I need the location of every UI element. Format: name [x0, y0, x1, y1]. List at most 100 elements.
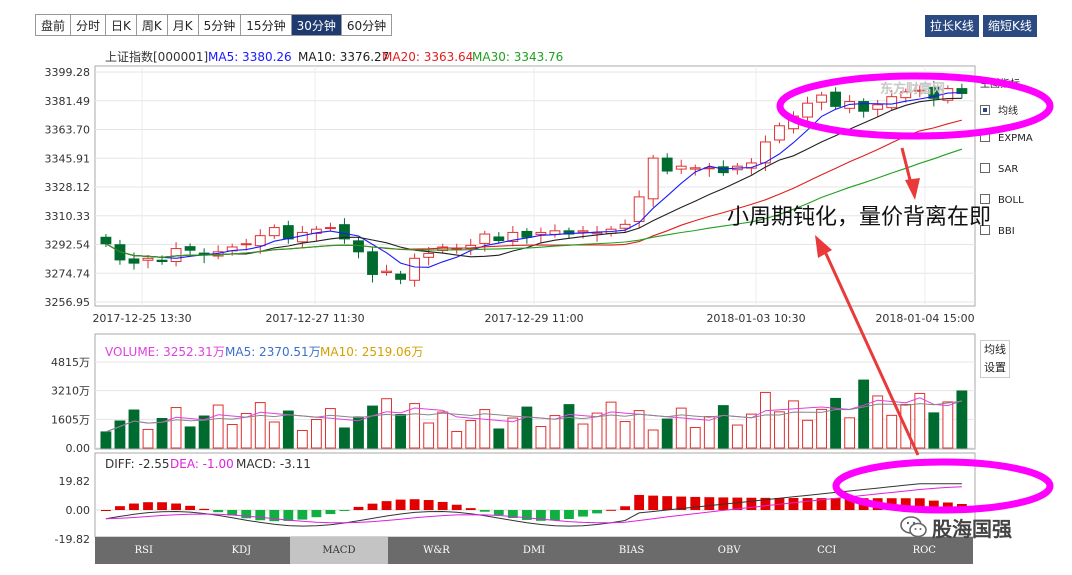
- time-tick-label: 2017-12-27 11:30: [265, 312, 364, 325]
- volume-bar: [184, 426, 196, 449]
- macd-bar: [942, 502, 953, 510]
- volume-settings-button[interactable]: 均线 设置: [980, 340, 1010, 378]
- period-tab[interactable]: 60分钟: [340, 14, 393, 36]
- macd-bar: [620, 506, 631, 510]
- volume-bar: [774, 411, 785, 449]
- macd-bar: [928, 500, 939, 510]
- candle-body: [647, 157, 659, 200]
- period-tab-bar: 盘前 分时 日K 周K 月K 5分钟 15分钟 30分钟 60分钟: [35, 14, 393, 36]
- checkbox-icon[interactable]: [980, 105, 990, 115]
- volume-bar: [212, 404, 224, 449]
- candle-body: [339, 224, 350, 240]
- period-tab[interactable]: 5分钟: [197, 14, 241, 36]
- macd-bar: [676, 496, 687, 510]
- candle-body: [254, 235, 266, 247]
- volume-bar: [633, 410, 645, 449]
- candle-body: [914, 89, 926, 92]
- ma30-legend: MA30: 3343.76: [472, 50, 564, 64]
- ma20-legend: MA20: 3363.64: [382, 50, 474, 64]
- volume-bar: [128, 409, 140, 449]
- indicator-tab[interactable]: KDJ: [231, 545, 252, 556]
- macd-bar: [269, 510, 280, 522]
- macd-bar: [157, 502, 167, 510]
- candle-body: [521, 230, 533, 238]
- volume-bar: [830, 397, 842, 449]
- indicator-tab[interactable]: DMI: [522, 545, 546, 556]
- candle-body: [956, 88, 968, 94]
- candle-body: [128, 258, 140, 264]
- candle-body: [479, 233, 491, 244]
- macd-bar: [507, 510, 518, 518]
- volume-bar: [816, 408, 827, 449]
- indicator-tab[interactable]: ROC: [912, 545, 936, 556]
- annotation-arrow-head: [905, 178, 920, 200]
- macd-bar: [900, 498, 911, 510]
- indicator-tab[interactable]: MACD: [290, 537, 388, 564]
- period-tab[interactable]: 分时: [70, 14, 106, 36]
- period-tab[interactable]: 周K: [135, 14, 167, 36]
- volume-bar: [240, 413, 252, 449]
- candle-body: [170, 248, 182, 263]
- candle-body: [830, 91, 842, 107]
- macd-tick-label: -19.82: [55, 533, 90, 546]
- annotation-text: 小周期钝化，量价背离在即: [727, 205, 992, 230]
- checkbox-icon[interactable]: [980, 163, 990, 173]
- volume-bar: [591, 412, 603, 449]
- shorten-kline-button[interactable]: 缩短K线: [983, 15, 1037, 37]
- period-tab[interactable]: 日K: [105, 14, 136, 36]
- volume-bar: [577, 423, 589, 449]
- macd-bar: [381, 501, 392, 510]
- volume-bar: [563, 404, 575, 449]
- ma30-line: [105, 148, 963, 258]
- volume-bar: [928, 412, 940, 449]
- candle-body: [675, 165, 687, 170]
- dea-line: [105, 486, 962, 524]
- volume-bar: [844, 417, 856, 449]
- main-indicator-option[interactable]: BBI: [980, 225, 1015, 237]
- diff-label: DIFF: -2.55: [105, 457, 170, 471]
- main-indicator-option[interactable]: BOLL: [980, 194, 1024, 206]
- macd-bar: [115, 506, 125, 510]
- time-tick-label: 2018-01-03 10:30: [706, 312, 805, 325]
- candle-body: [423, 252, 435, 258]
- macd-bar: [325, 510, 336, 515]
- volume-panel-frame: [94, 333, 976, 450]
- macd-bar: [704, 497, 715, 510]
- volume-bar: [381, 398, 392, 449]
- indicator-tab[interactable]: W&R: [423, 545, 450, 556]
- ma5-line: [105, 91, 962, 268]
- candle-body: [563, 230, 575, 235]
- candle-body: [240, 243, 252, 246]
- indicator-tab[interactable]: RSI: [134, 545, 153, 556]
- candle-body: [367, 251, 378, 275]
- period-tab[interactable]: 30分钟: [290, 14, 341, 36]
- macd-bar: [143, 502, 153, 510]
- volume-bar: [802, 419, 813, 449]
- macd-bar: [578, 510, 588, 517]
- volume-bar: [254, 402, 266, 449]
- volume-bar: [296, 429, 308, 449]
- macd-bar: [732, 497, 743, 510]
- main-indicator-option[interactable]: SAR: [980, 163, 1018, 175]
- checkbox-icon[interactable]: [980, 194, 990, 204]
- indicator-tab[interactable]: BIAS: [618, 545, 645, 556]
- candle-body: [409, 257, 421, 281]
- candle-body: [858, 101, 870, 112]
- main-indicator-option[interactable]: 均线: [980, 102, 1018, 117]
- volume-bar: [619, 421, 631, 449]
- price-tick-label: 3256.95: [45, 296, 91, 309]
- candle-body: [886, 96, 898, 109]
- checkbox-icon[interactable]: [980, 225, 990, 235]
- indicator-tab[interactable]: CCI: [817, 545, 837, 556]
- lengthen-kline-button[interactable]: 拉长K线: [925, 15, 979, 37]
- volume-bar: [605, 401, 617, 449]
- volume-bar: [507, 417, 519, 449]
- period-tab[interactable]: 15分钟: [240, 14, 291, 36]
- macd-bar: [746, 497, 757, 510]
- macd-bar: [101, 510, 111, 511]
- volume-bar: [479, 409, 491, 449]
- period-tab[interactable]: 盘前: [35, 14, 71, 36]
- indicator-tab[interactable]: OBV: [717, 545, 741, 556]
- period-tab[interactable]: 月K: [166, 14, 198, 36]
